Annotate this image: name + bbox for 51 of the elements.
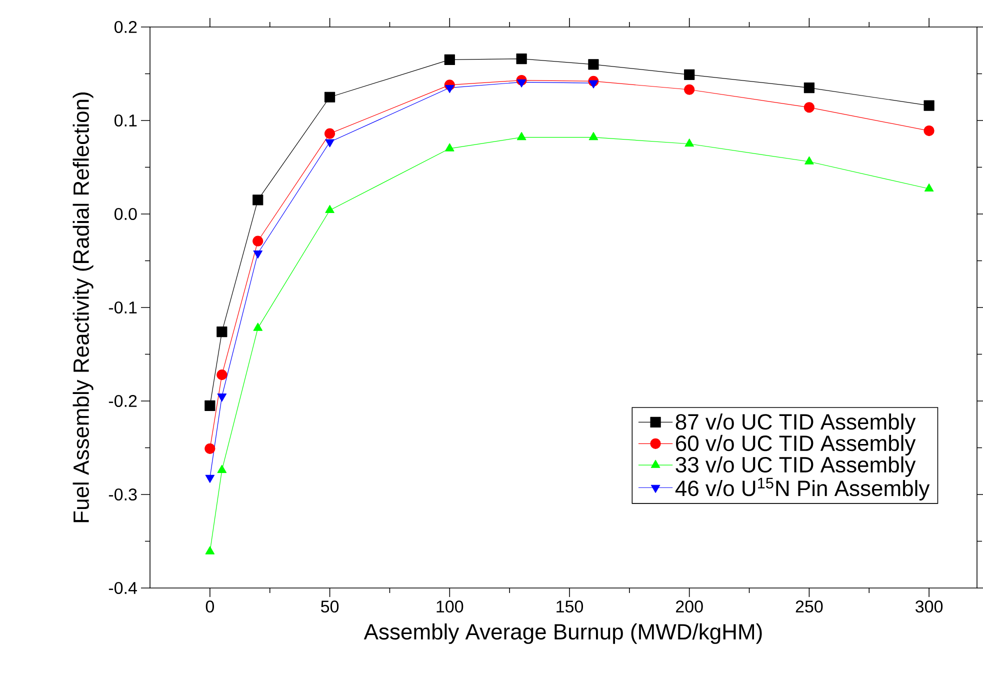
legend-label: 46 v/o U$^{15}$N Pin Assembly (675, 478, 930, 501)
point (684, 84, 695, 95)
point (325, 139, 334, 148)
point (324, 92, 336, 102)
point (924, 125, 934, 136)
x-tick-label: 150 (556, 600, 584, 613)
x-tick-label: 200 (676, 600, 703, 613)
y-axis-title: Fuel Assembly Reactivity (Radial Reflection) (72, 92, 94, 522)
x-tick-label: 0 (206, 600, 214, 613)
y-tick-label: -0.3 (108, 488, 137, 501)
point (252, 194, 264, 206)
legend-label: 87 v/o UC TID Assembly (676, 413, 916, 434)
point (924, 100, 934, 111)
point (204, 443, 216, 454)
point (217, 464, 227, 473)
point (804, 82, 814, 94)
point (588, 59, 599, 70)
x-tick-label: 250 (796, 600, 823, 613)
point (588, 132, 598, 140)
point (684, 138, 694, 147)
point (516, 53, 527, 64)
y-tick-label: -0.1 (108, 301, 137, 314)
point (204, 400, 216, 411)
point (216, 326, 228, 338)
y-tick-label: -0.4 (108, 582, 137, 594)
point (588, 80, 598, 88)
point (516, 132, 526, 140)
point (804, 102, 814, 113)
y-tick-label: 0.2 (114, 20, 137, 34)
x-tick-label: 100 (436, 600, 464, 613)
point (325, 204, 334, 214)
point (324, 128, 336, 139)
y-tick-label: 0.0 (114, 208, 137, 220)
legend-label: 33 v/o UC TID Assembly (676, 456, 916, 477)
point (444, 54, 455, 66)
point (445, 84, 454, 94)
point (252, 236, 264, 246)
x-tick-label: 300 (916, 600, 943, 613)
point (516, 79, 526, 88)
point (216, 370, 228, 380)
x-axis-title: Assembly Average Burnup (MWD/kgHM) (364, 623, 762, 644)
point (205, 546, 215, 554)
point (445, 143, 454, 152)
point (924, 183, 934, 192)
x-tick-label: 50 (321, 600, 339, 613)
point (684, 69, 695, 80)
y-tick-label: -0.2 (108, 394, 137, 408)
point (253, 322, 262, 331)
y-tick-label: 0.1 (114, 114, 137, 127)
point (804, 156, 814, 164)
legend-label: 60 v/o UC TID Assembly (676, 434, 916, 456)
